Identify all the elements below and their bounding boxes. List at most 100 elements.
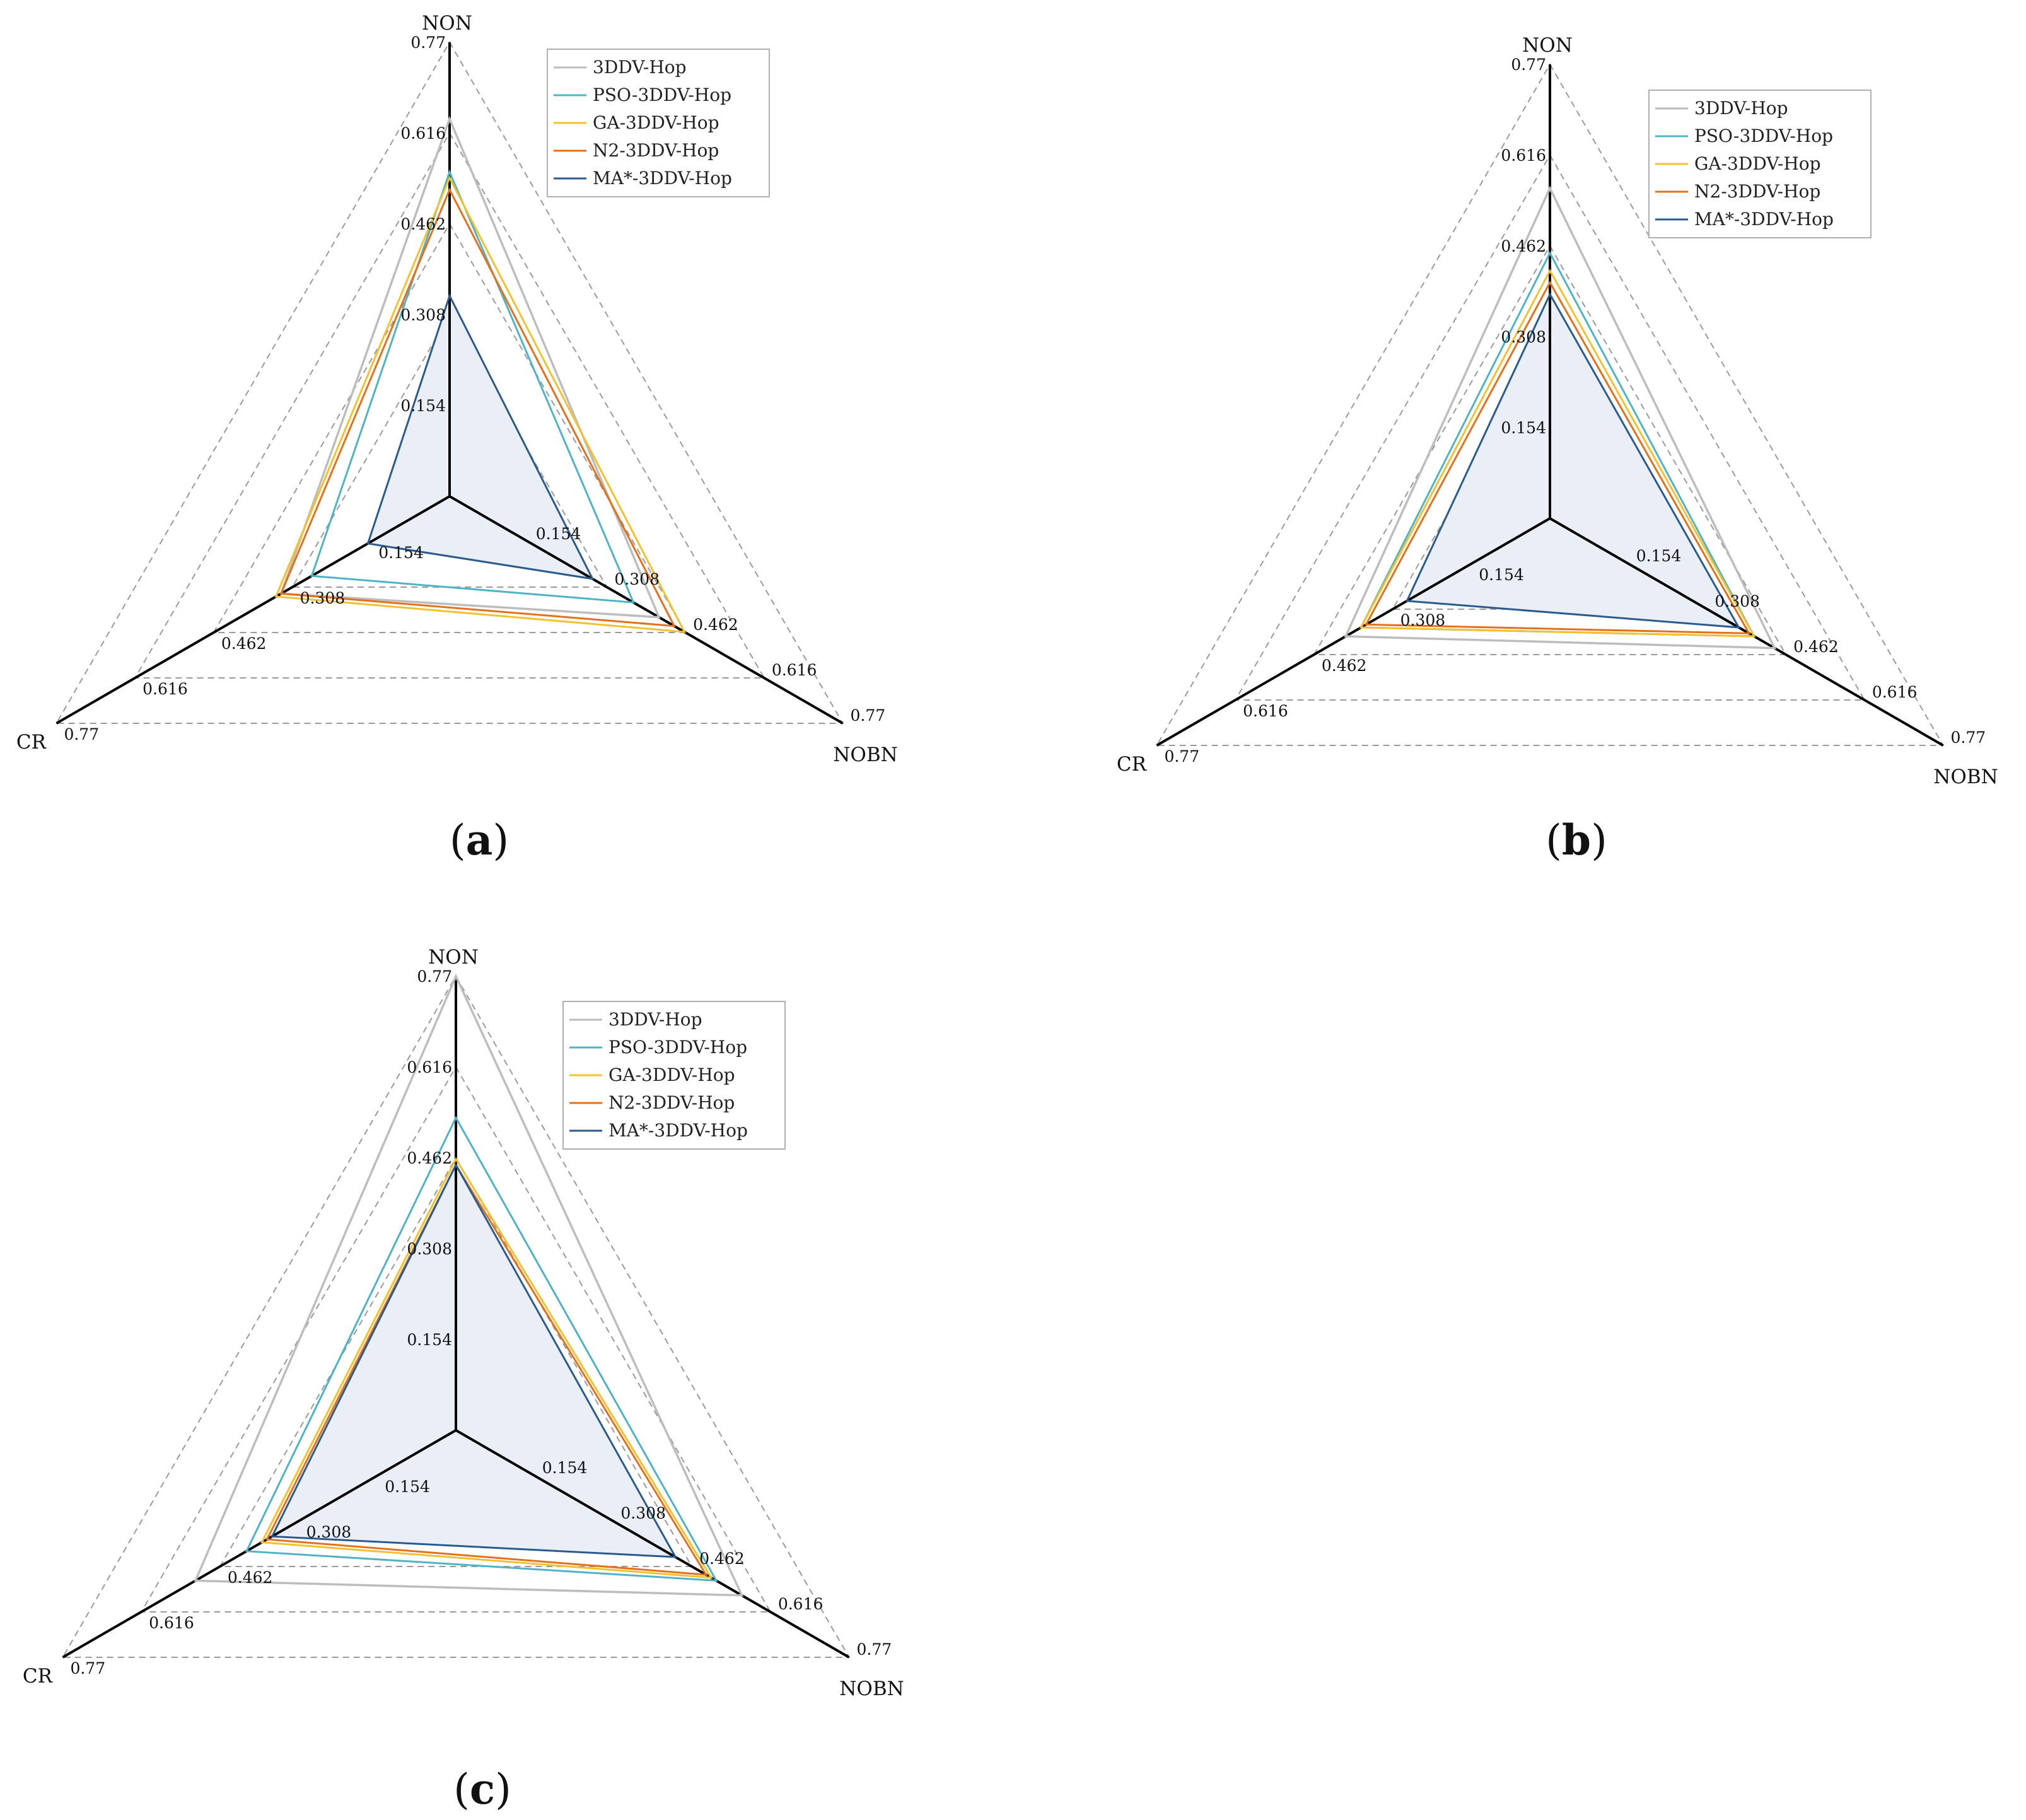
series-ma-3ddv-hop xyxy=(1405,292,1741,629)
tick-label: 0.616 xyxy=(1872,683,1918,701)
tick-label: 0.462 xyxy=(400,215,446,233)
tick-label: 0.308 xyxy=(1400,611,1446,629)
grid-ring xyxy=(134,132,766,679)
tick-label: 0.462 xyxy=(228,1568,273,1587)
grid-ring xyxy=(55,41,844,724)
series-pso-3ddv-hop xyxy=(310,169,635,604)
series-ga-3ddv-hop xyxy=(1359,269,1756,638)
tick-label: 0.77 xyxy=(417,967,452,986)
tick-label: 0.308 xyxy=(614,570,660,588)
axis-cr xyxy=(55,495,450,725)
series-ga-3ddv-hop xyxy=(260,1157,713,1579)
axis-label-non: NON xyxy=(428,946,479,969)
tick-label: 0.154 xyxy=(378,544,424,562)
tick-label: 0.77 xyxy=(64,725,99,744)
legend-entry: 3DDV-Hop xyxy=(608,1009,702,1030)
legend-entry: GA-3DDV-Hop xyxy=(1694,153,1821,174)
tick-label: 0.77 xyxy=(1164,747,1199,766)
legend: 3DDV-Hop PSO-3DDV-Hop GA-3DDV-Hop N2-3DDV-H… xyxy=(547,49,770,197)
tick-label: 0.308 xyxy=(300,589,346,607)
grid-ring xyxy=(61,975,851,1658)
series-n2-3ddv-hop xyxy=(1364,280,1751,634)
legend-entry: N2-3DDV-Hop xyxy=(1694,181,1820,202)
legend-entry: N2-3DDV-Hop xyxy=(593,140,719,161)
tick-label: 0.308 xyxy=(1501,328,1546,346)
tick-label: 0.77 xyxy=(1511,55,1546,74)
tick-label: 0.154 xyxy=(536,525,581,543)
series-ga-3ddv-hop xyxy=(274,175,687,633)
series-3ddv-hop xyxy=(279,115,661,619)
tick-label: 0.462 xyxy=(221,634,267,653)
axis-label-nobn: NOBN xyxy=(833,744,897,766)
axis-label-cr: CR xyxy=(16,731,47,754)
tick-label: 0.616 xyxy=(143,680,188,698)
grid-ring xyxy=(140,1066,772,1613)
legend-entry: GA-3DDV-Hop xyxy=(608,1065,735,1085)
legend: 3DDV-Hop PSO-3DDV-Hop GA-3DDV-Hop N2-3DDV-H… xyxy=(1648,90,1872,238)
grid-ring xyxy=(1313,245,1787,655)
panel-caption: (b) xyxy=(1546,815,1607,865)
legend-entry: MA*-3DDV-Hop xyxy=(608,1120,748,1141)
series-fill xyxy=(272,1165,676,1558)
axis-label-non: NON xyxy=(422,12,472,35)
series-3ddv-hop xyxy=(194,973,744,1597)
tick-label: 0.616 xyxy=(772,661,817,679)
axis-label-nobn: NOBN xyxy=(1933,766,1998,788)
radar-chart-c: 0.154 0.154 0.154 0.308 0.308 0.308 0.462 0.462… xyxy=(23,946,904,1814)
radar-chart-b: 0.154 0.154 0.154 0.308 0.308 0.308 0.462 0.462… xyxy=(1117,34,1998,865)
tick-label: 0.77 xyxy=(1951,728,1986,747)
tick-label: 0.154 xyxy=(542,1459,588,1477)
legend-entry: 3DDV-Hop xyxy=(593,57,687,78)
axis-label-cr: CR xyxy=(23,1665,54,1688)
series-fill xyxy=(368,296,593,579)
legend-entry: PSO-3DDV-Hop xyxy=(608,1037,747,1058)
tick-label: 0.308 xyxy=(306,1523,352,1541)
tick-label: 0.616 xyxy=(149,1614,194,1632)
series-3ddv-hop xyxy=(1344,185,1777,650)
axis-nobn xyxy=(1549,517,1944,747)
axis-nobn xyxy=(455,1429,850,1659)
tick-label: 0.308 xyxy=(620,1504,666,1522)
tick-label: 0.77 xyxy=(70,1659,105,1677)
tick-label: 0.616 xyxy=(400,124,446,143)
panel-caption: (a) xyxy=(450,815,509,865)
tick-label: 0.154 xyxy=(1501,419,1546,437)
tick-label: 0.616 xyxy=(1243,702,1288,720)
tick-label: 0.154 xyxy=(407,1331,452,1349)
tick-label: 0.308 xyxy=(400,306,446,324)
tick-label: 0.308 xyxy=(407,1240,452,1258)
grid-ring xyxy=(212,222,687,633)
legend-entry: GA-3DDV-Hop xyxy=(593,112,719,133)
axis-label-cr: CR xyxy=(1117,753,1148,776)
series-n2-3ddv-hop xyxy=(279,187,676,627)
legend-entry: PSO-3DDV-Hop xyxy=(1694,125,1833,146)
tick-label: 0.77 xyxy=(410,33,446,52)
series-n2-3ddv-hop xyxy=(265,1163,708,1576)
axis-cr xyxy=(1156,517,1551,747)
legend-entry: MA*-3DDV-Hop xyxy=(1694,209,1834,230)
series-ma-3ddv-hop xyxy=(366,293,595,580)
series-pso-3ddv-hop xyxy=(245,1116,718,1582)
legend-entry: MA*-3DDV-Hop xyxy=(593,168,732,189)
tick-label: 0.154 xyxy=(385,1478,430,1496)
axis-nobn xyxy=(449,495,844,725)
tick-label: 0.462 xyxy=(1501,237,1546,255)
grid-ring xyxy=(1234,153,1866,701)
legend: 3DDV-Hop PSO-3DDV-Hop GA-3DDV-Hop N2-3DDV-H… xyxy=(562,1001,786,1150)
tick-label: 0.154 xyxy=(1479,566,1524,584)
axis-label-nobn: NOBN xyxy=(839,1677,904,1700)
radar-chart-a: 0.154 0.154 0.154 0.308 0.308 0.308 0.462 0.462… xyxy=(16,12,898,865)
legend-entry: N2-3DDV-Hop xyxy=(608,1092,735,1113)
tick-label: 0.308 xyxy=(1715,592,1760,610)
tick-label: 0.462 xyxy=(699,1549,745,1568)
tick-label: 0.77 xyxy=(851,706,886,725)
tick-label: 0.462 xyxy=(1322,656,1367,675)
tick-label: 0.154 xyxy=(400,397,446,415)
legend-entry: 3DDV-Hop xyxy=(1694,98,1788,119)
panel-caption: (c) xyxy=(453,1765,511,1814)
tick-label: 0.616 xyxy=(1501,146,1546,165)
tick-label: 0.462 xyxy=(693,615,738,634)
tick-label: 0.154 xyxy=(1636,547,1682,565)
legend-entry: PSO-3DDV-Hop xyxy=(593,85,731,105)
